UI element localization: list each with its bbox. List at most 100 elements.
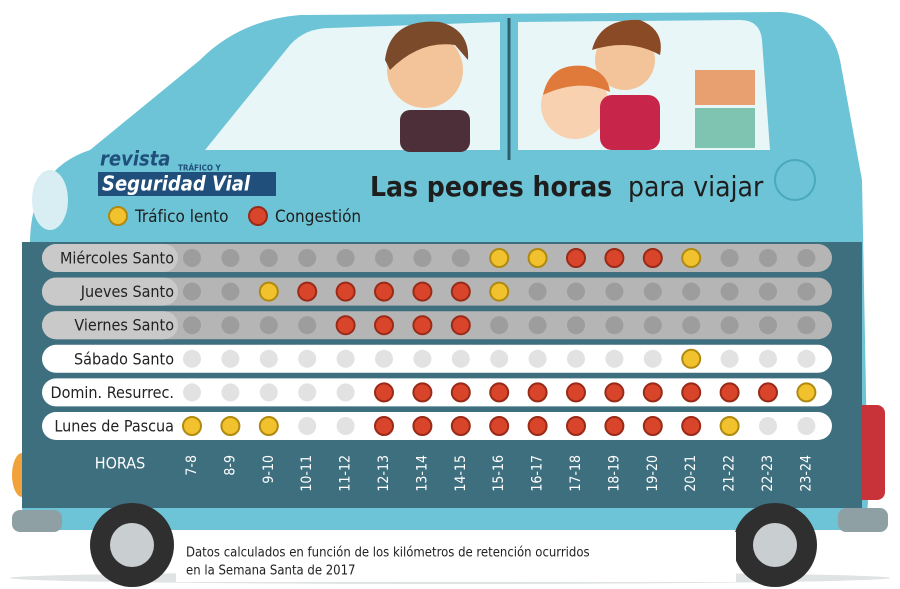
hours-label: HORAS [95, 454, 146, 473]
traffic-dot [604, 382, 625, 403]
empty-dot [259, 349, 278, 368]
footnote-bg [176, 532, 736, 582]
hour-label: 20-21 [683, 455, 699, 492]
empty-dot [451, 249, 470, 267]
traffic-dot [258, 281, 279, 302]
traffic-dot [527, 248, 548, 268]
row-bg [42, 277, 832, 306]
traffic-dot [758, 382, 778, 403]
empty-dot [375, 249, 393, 267]
hour-label: 13-14 [414, 455, 430, 492]
empty-dot [682, 282, 701, 301]
logo-trafico: TRÁFICO Y [178, 162, 222, 173]
traffic-dot [412, 416, 433, 436]
hub [110, 523, 154, 567]
empty-dot [682, 316, 701, 335]
traffic-dot [374, 281, 394, 302]
empty-dot [183, 349, 201, 368]
row-label-bg [42, 311, 178, 340]
empty-dot [336, 349, 355, 368]
empty-dot [720, 316, 739, 335]
traffic-dot [604, 248, 625, 268]
empty-dot [720, 349, 739, 368]
empty-dot [183, 383, 201, 402]
title-light: para viajar [628, 170, 764, 203]
empty-dot [759, 282, 777, 301]
empty-dot [298, 249, 317, 267]
empty-dot [259, 249, 278, 267]
traffic-dot [412, 281, 433, 302]
logo-revista: revista [100, 147, 170, 171]
empty-dot [221, 383, 240, 402]
empty-dot [490, 349, 509, 368]
row-bg [42, 344, 832, 373]
traffic-dot [450, 416, 471, 436]
child-seat [600, 95, 660, 150]
empty-dot [259, 383, 278, 402]
empty-dot [720, 249, 739, 267]
traffic-dot [642, 416, 663, 436]
legend-label: Congestión [275, 207, 361, 227]
empty-dot [759, 316, 777, 335]
empty-dot [605, 349, 624, 368]
fuel-cap [774, 159, 816, 201]
traffic-dot [335, 315, 356, 336]
empty-dot [797, 349, 816, 368]
empty-dot [567, 282, 585, 301]
hour-label: 15-16 [491, 455, 507, 492]
empty-dot [643, 316, 662, 335]
traffic-dot [719, 382, 740, 403]
row-bg [42, 378, 832, 407]
empty-dot [183, 316, 201, 335]
hour-label: 9-10 [261, 455, 277, 484]
empty-dot [413, 349, 432, 368]
footnote: Datos calculados en función de los kilóm… [186, 546, 590, 561]
traffic-dot [450, 281, 471, 302]
empty-dot [221, 349, 240, 368]
empty-dot [221, 282, 240, 301]
hour-label: 21-22 [722, 455, 738, 492]
row-label: Miércoles Santo [60, 249, 174, 268]
traffic-dot [796, 382, 817, 403]
bumper [12, 510, 62, 532]
row-bg [42, 412, 832, 440]
legend-swatch [248, 206, 268, 226]
headlight [32, 170, 68, 230]
row-bg [42, 311, 832, 340]
empty-dot [567, 316, 585, 335]
driver-body [400, 110, 470, 152]
traffic-dot [450, 382, 471, 403]
empty-dot [643, 349, 662, 368]
row-label: Lunes de Pascua [54, 417, 174, 436]
empty-dot [451, 349, 470, 368]
empty-dot [528, 316, 547, 335]
empty-dot [298, 417, 317, 435]
traffic-dot [450, 315, 471, 336]
traffic-dot [566, 416, 586, 436]
empty-dot [490, 316, 509, 335]
hour-label: 14-15 [453, 455, 469, 492]
row-label-bg [42, 277, 178, 306]
empty-dot [567, 349, 585, 368]
traffic-dot [374, 416, 394, 436]
row-label-bg [42, 244, 178, 272]
title-bold: Las peores horas [370, 170, 612, 203]
row-label: Viernes Santo [74, 316, 174, 335]
empty-dot [375, 349, 393, 368]
traffic-dot [642, 382, 663, 403]
empty-dot [797, 282, 816, 301]
hour-label: 17-18 [568, 455, 584, 492]
hub [753, 523, 797, 567]
empty-dot [221, 249, 240, 267]
empty-dot [221, 316, 240, 335]
empty-dot [183, 249, 201, 267]
hour-label: 23-24 [798, 455, 814, 492]
traffic-dot [604, 416, 625, 436]
traffic-dot [719, 416, 740, 436]
traffic-dot [566, 382, 586, 403]
traffic-dot [220, 416, 241, 436]
empty-dot [298, 383, 317, 402]
